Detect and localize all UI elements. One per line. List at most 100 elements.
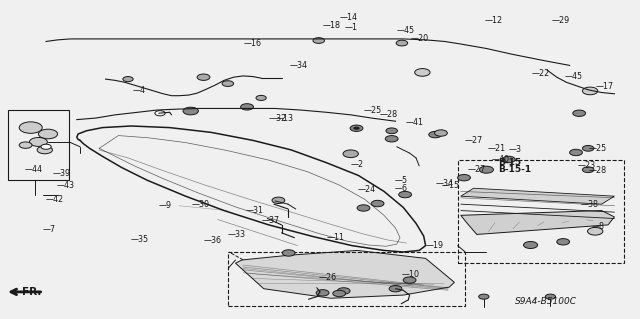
Circle shape (256, 95, 266, 100)
Text: —43: —43 (56, 181, 74, 189)
Circle shape (282, 250, 295, 256)
Circle shape (582, 87, 598, 95)
Text: —17: —17 (595, 82, 613, 91)
Circle shape (588, 227, 603, 235)
Circle shape (524, 241, 538, 249)
Text: —30: —30 (191, 200, 209, 209)
Text: —28: —28 (380, 110, 397, 119)
Circle shape (41, 144, 51, 149)
Text: —33: —33 (227, 230, 245, 239)
Circle shape (38, 129, 58, 139)
Text: —27: —27 (467, 165, 486, 174)
Circle shape (582, 167, 594, 173)
Polygon shape (236, 250, 454, 298)
Text: —18: —18 (323, 21, 340, 30)
Circle shape (502, 156, 515, 163)
Text: —16: —16 (243, 39, 261, 48)
Circle shape (333, 290, 346, 297)
Circle shape (573, 110, 586, 116)
Text: —28: —28 (589, 166, 607, 175)
Circle shape (337, 288, 350, 294)
Circle shape (241, 104, 253, 110)
Circle shape (479, 294, 489, 299)
Circle shape (557, 239, 570, 245)
Circle shape (570, 149, 582, 156)
Text: —1: —1 (344, 23, 357, 32)
Text: —10: —10 (402, 270, 420, 279)
Text: —25: —25 (589, 144, 607, 153)
Circle shape (19, 142, 32, 148)
Circle shape (545, 294, 556, 299)
Text: FR.: FR. (22, 287, 42, 297)
Text: —12: —12 (484, 16, 502, 25)
Circle shape (386, 128, 397, 134)
Circle shape (316, 290, 329, 296)
Circle shape (479, 166, 493, 173)
Text: —29: —29 (552, 16, 570, 25)
Text: B-15: B-15 (498, 158, 521, 167)
Text: —15: —15 (442, 181, 460, 189)
Text: —34: —34 (436, 179, 454, 188)
Text: —24: —24 (357, 185, 375, 194)
Circle shape (222, 81, 234, 86)
Circle shape (458, 174, 470, 181)
Polygon shape (461, 188, 614, 204)
Text: —25: —25 (364, 106, 382, 115)
Text: —31: —31 (246, 206, 264, 215)
Text: —23: —23 (578, 161, 596, 170)
Text: —2: —2 (351, 160, 364, 169)
Text: —5: —5 (395, 176, 408, 185)
Circle shape (353, 127, 360, 130)
Text: —42: —42 (46, 195, 64, 204)
Polygon shape (461, 211, 614, 234)
Text: —9: —9 (159, 201, 172, 210)
Text: —37: —37 (261, 216, 279, 225)
Text: —44: —44 (24, 165, 42, 174)
Text: —21: —21 (488, 144, 506, 153)
Circle shape (343, 150, 358, 158)
Text: —39: —39 (52, 169, 70, 178)
Text: —7: —7 (43, 225, 56, 234)
Text: —45: —45 (564, 72, 582, 81)
Text: —38: —38 (580, 200, 598, 209)
Text: —45: —45 (397, 26, 415, 35)
Text: —4: —4 (132, 86, 145, 95)
Circle shape (435, 130, 447, 136)
Text: —14: —14 (339, 13, 357, 22)
Circle shape (313, 38, 324, 43)
Text: —26: —26 (319, 273, 337, 282)
Circle shape (385, 136, 398, 142)
Text: —36: —36 (204, 236, 221, 245)
Text: —22: —22 (531, 69, 550, 78)
Circle shape (29, 137, 47, 146)
Text: —13: —13 (275, 114, 293, 122)
Text: —8: —8 (592, 222, 605, 231)
Circle shape (155, 111, 165, 116)
Circle shape (183, 107, 198, 115)
Circle shape (389, 286, 402, 292)
Text: S9A4-B5100C: S9A4-B5100C (515, 297, 577, 306)
Text: —40: —40 (492, 155, 509, 164)
Text: —32: —32 (269, 114, 287, 122)
Circle shape (403, 277, 416, 283)
Circle shape (415, 69, 430, 76)
Text: B-15-1: B-15-1 (498, 165, 531, 174)
Circle shape (197, 74, 210, 80)
Text: —41: —41 (405, 118, 423, 127)
Circle shape (357, 205, 370, 211)
Circle shape (123, 77, 133, 82)
Text: —35: —35 (131, 235, 148, 244)
Circle shape (350, 125, 363, 131)
Circle shape (399, 191, 412, 198)
Text: —27: —27 (465, 136, 483, 145)
Text: —6: —6 (395, 184, 408, 193)
Circle shape (582, 145, 594, 151)
Circle shape (37, 146, 52, 154)
Circle shape (19, 122, 42, 133)
Text: —3: —3 (509, 145, 522, 154)
Circle shape (371, 200, 384, 207)
Circle shape (272, 197, 285, 204)
Text: —20: —20 (410, 34, 428, 43)
Circle shape (429, 131, 442, 138)
Text: —11: —11 (326, 233, 344, 242)
